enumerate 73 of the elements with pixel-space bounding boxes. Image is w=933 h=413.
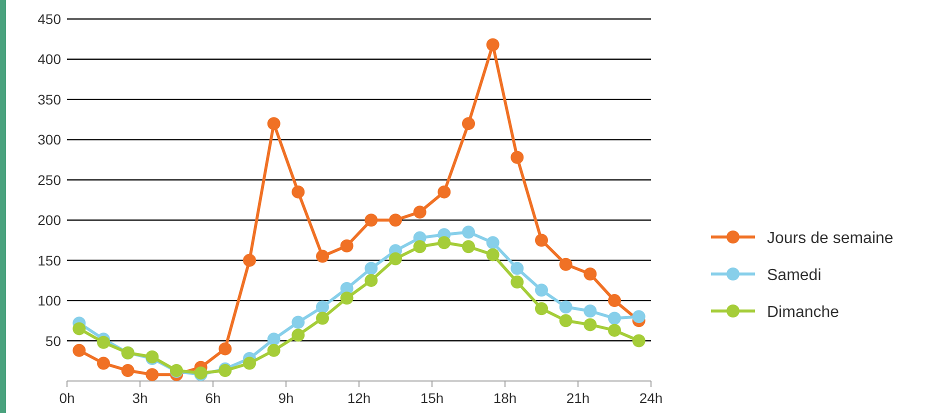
point [292,185,305,198]
point [632,310,646,324]
point [510,150,524,164]
x-tick-label: 21h [566,390,590,406]
y-tick-label: 200 [38,212,62,228]
point [510,276,524,289]
legend-label: Dimanche [767,304,840,321]
point [340,239,354,252]
point [632,334,646,348]
point [559,258,572,271]
point [243,356,256,370]
point [413,240,426,254]
point [72,344,86,357]
point [559,300,572,314]
point [72,322,86,336]
legend-label: Jours de semaine [767,230,894,247]
point [316,300,329,314]
point [364,274,378,287]
point [584,268,597,281]
point [462,117,475,130]
y-tick-label: 100 [38,292,62,309]
point [535,302,548,316]
point [389,252,402,266]
point [218,342,232,356]
point [292,316,305,329]
point [364,214,378,227]
point [97,336,110,349]
y-tick-label: 300 [38,132,62,148]
x-tick-label: 15h [420,390,444,406]
point [535,284,548,297]
point [462,240,475,254]
point [292,328,305,342]
point [584,318,597,332]
x-tick-label: 9h [278,390,294,406]
point [413,206,426,219]
point [364,262,378,275]
point [510,262,524,275]
point [340,292,354,305]
point [559,314,572,328]
point [608,312,621,325]
y-tick-label: 50 [45,332,62,349]
point [146,368,159,382]
y-tick-label: 350 [38,91,62,108]
legend-label: Samedi [767,267,822,284]
point [121,364,134,378]
y-tick-label: 250 [38,172,62,188]
point [267,332,280,346]
x-tick-label: 3h [132,390,148,406]
point [486,248,500,262]
x-tick-label: 6h [205,390,221,406]
point [438,236,451,250]
x-tick-label: 18h [493,390,517,406]
point [316,312,329,325]
x-tick-label: 0h [59,390,75,406]
point [486,38,500,52]
y-tick-label: 450 [38,11,62,27]
point [486,236,500,250]
point [535,234,548,247]
x-tick-label: 12h [347,390,371,406]
y-tick-label: 150 [38,252,62,268]
point [389,214,402,227]
point [608,324,621,337]
point [267,117,280,130]
point [243,254,256,267]
point [316,250,329,263]
point [438,185,451,198]
point [97,356,110,370]
y-tick-label: 400 [38,51,62,68]
point [462,226,475,239]
point [584,304,597,318]
point [267,344,280,357]
point [608,294,621,308]
x-tick-label: 24h [639,390,663,406]
